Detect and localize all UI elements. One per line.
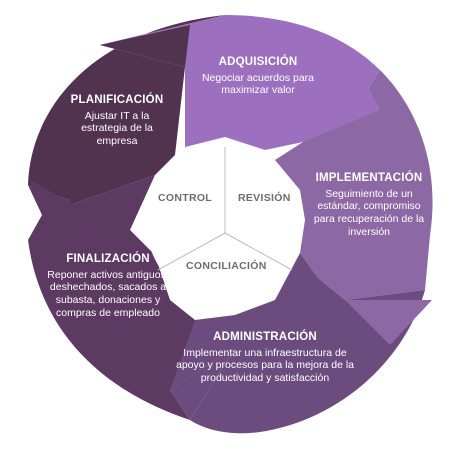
planificacion-title: PLANIFICACIÓN	[70, 94, 164, 106]
center-label-conciliacion: CONCILIACIÓN	[186, 260, 267, 272]
arrow-adquisicion-to-implementacion	[303, 62, 380, 142]
planificacion-description: Ajustar IT a la estrategia de la empresa	[81, 109, 153, 147]
planificacion-block: PLANIFICACIÓN Ajustar IT a la estrategia…	[62, 94, 172, 148]
center-divider-right	[224, 232, 293, 271]
center-divider-left	[157, 232, 226, 271]
arrow-finalizacion-to-planificacion	[30, 180, 75, 215]
segment-planificacion	[28, 15, 225, 215]
center-label-control: CONTROL	[158, 192, 213, 204]
arrow-administracion-to-finalizacion	[170, 348, 235, 420]
center-label-revision: REVISIÓN	[238, 192, 291, 204]
finalizacion-title: FINALIZACIÓN	[66, 253, 150, 265]
implementacion-title: IMPLEMENTACIÓN	[315, 172, 423, 184]
adquisicion-title: ADQUISICIÓN	[218, 56, 298, 68]
implementacion-block: IMPLEMENTACIÓN Seguimiento de un estánda…	[310, 172, 428, 238]
implementacion-description: Seguimiento de un estándar, compromiso p…	[313, 187, 425, 238]
arrow-planificacion-to-adquisicion	[100, 25, 190, 67]
administracion-block: ADMINISTRACIÓN Implementar una infraestr…	[172, 331, 358, 385]
segment-administracion	[170, 253, 425, 434]
adquisicion-block: ADQUISICIÓN Negociar acuerdos para maxim…	[190, 56, 326, 97]
arrow-implementacion-to-administracion	[345, 300, 432, 345]
finalizacion-description: Reponer activos antiguos, deshechados, s…	[47, 268, 169, 319]
adquisicion-description: Negociar acuerdos para maximizar valor	[201, 71, 315, 97]
administracion-title: ADMINISTRACIÓN	[213, 331, 317, 343]
finalizacion-block: FINALIZACIÓN Reponer activos antiguos, d…	[40, 253, 176, 319]
administracion-description: Implementar una infraestructura de apoyo…	[175, 346, 355, 384]
segment-implementacion	[275, 70, 433, 300]
